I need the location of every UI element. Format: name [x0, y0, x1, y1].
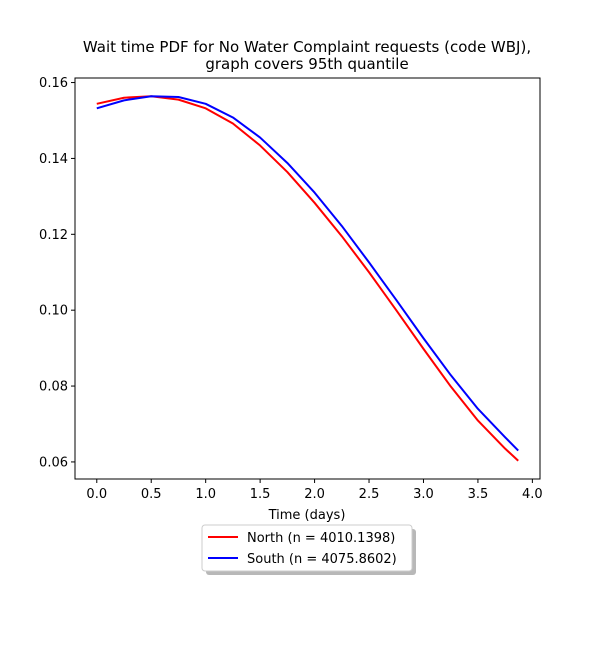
y-tick-label: 0.12 — [39, 228, 68, 243]
series-line-north — [96, 95, 519, 462]
legend-box — [201, 524, 413, 572]
series-line-south — [96, 95, 519, 452]
legend-label-north: North (n = 4010.1398) — [247, 531, 395, 546]
legend: North (n = 4010.1398) South (n = 4075.86… — [201, 524, 416, 575]
x-tick-label: 4.0 — [522, 487, 543, 502]
chart-title-line-2: graph covers 95th quantile — [205, 55, 408, 73]
y-tick-label: 0.08 — [39, 380, 68, 395]
chart-title-line-1: Wait time PDF for No Water Complaint req… — [83, 38, 531, 56]
x-tick-label: 0.0 — [86, 487, 107, 502]
x-axis-ticks: 0.0 0.5 1.0 1.5 2.0 2.5 3.0 3.5 4.0 — [86, 479, 543, 502]
x-tick-label: 2.5 — [359, 487, 380, 502]
series-lines — [96, 95, 519, 462]
x-tick-label: 3.5 — [468, 487, 489, 502]
y-tick-label: 0.14 — [39, 152, 68, 167]
x-tick-label: 3.0 — [413, 487, 434, 502]
x-tick-label: 1.0 — [195, 487, 216, 502]
y-tick-label: 0.10 — [39, 304, 68, 319]
x-tick-label: 2.0 — [304, 487, 325, 502]
y-tick-label: 0.06 — [39, 455, 68, 470]
x-tick-label: 0.5 — [141, 487, 162, 502]
x-tick-label: 1.5 — [250, 487, 271, 502]
legend-label-south: South (n = 4075.8602) — [247, 552, 397, 567]
plot-area-frame — [74, 77, 541, 480]
x-axis-label: Time (days) — [268, 508, 346, 523]
y-axis-ticks: 0.06 0.08 0.10 0.12 0.14 0.16 — [39, 76, 75, 470]
y-tick-label: 0.16 — [39, 76, 68, 91]
